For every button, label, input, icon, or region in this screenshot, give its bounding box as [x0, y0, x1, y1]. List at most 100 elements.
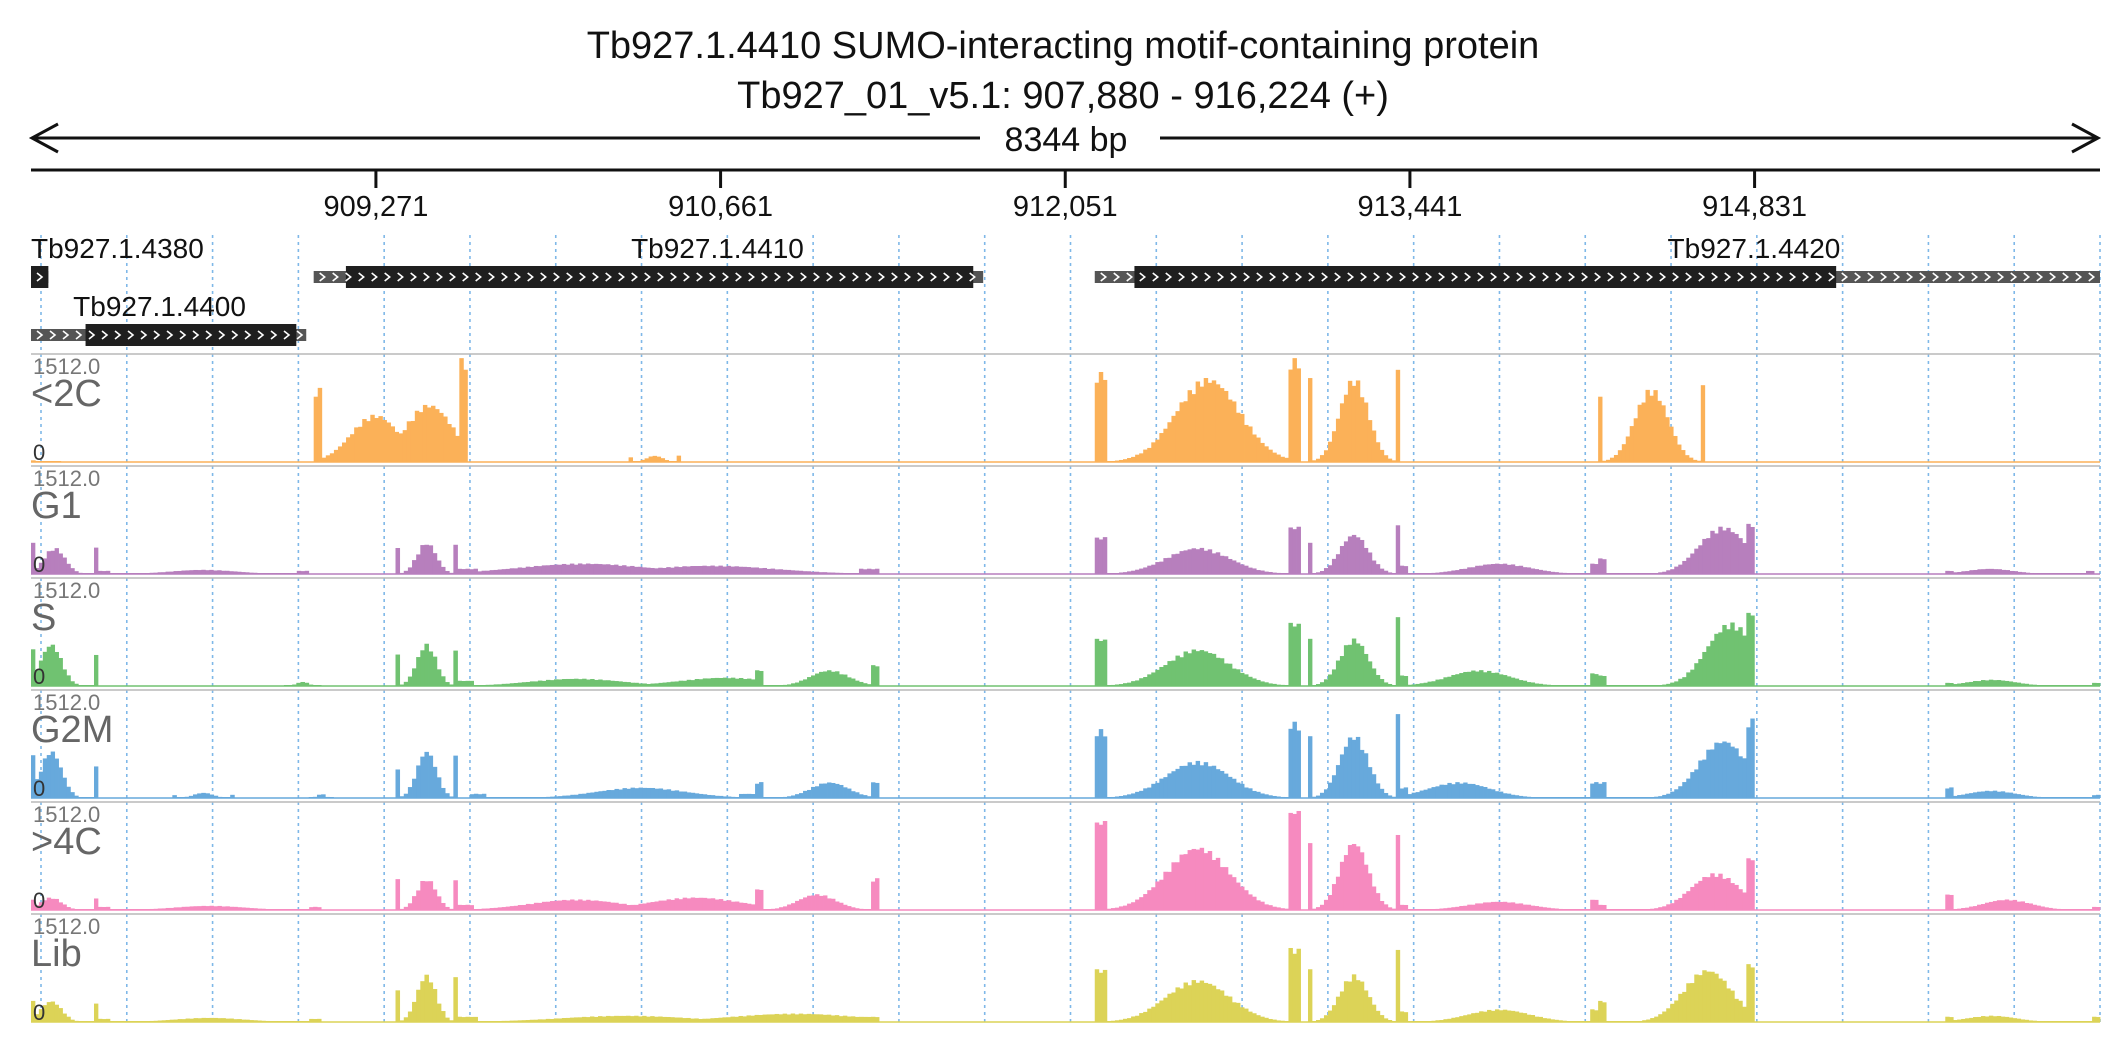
coverage-bar	[1734, 748, 1739, 798]
coverage-bar	[399, 1020, 405, 1022]
coverage-bar	[457, 568, 462, 574]
coverage-bar	[2036, 685, 2041, 686]
coverage-bar	[594, 791, 599, 798]
coverage-bar	[827, 670, 832, 686]
coverage-bar	[1506, 564, 1512, 574]
coverage-bar	[1996, 680, 2002, 686]
coverage-bar	[129, 1021, 135, 1022]
coverage-bar	[321, 794, 326, 798]
coverage-bar	[1363, 990, 1369, 1022]
coverage-bar	[1621, 444, 1627, 462]
coverage-bar	[746, 1015, 751, 1022]
coverage-bar	[1498, 901, 1504, 910]
strand-chevron	[1295, 272, 1303, 282]
coverage-bar	[101, 906, 107, 910]
coverage-bar	[1147, 447, 1152, 462]
coverage-bar	[654, 788, 660, 798]
coverage-bar	[1110, 1020, 1116, 1022]
coverage-bar	[410, 420, 416, 462]
coverage-bar	[1191, 848, 1197, 910]
coverage-bar	[1690, 772, 1695, 798]
coverage-bar	[265, 1020, 270, 1022]
coverage-bar	[1252, 434, 1257, 462]
coverage-bar	[1734, 884, 1739, 910]
coverage-bar	[1678, 897, 1683, 910]
coverage-bar	[714, 795, 720, 798]
coverage-bar	[1351, 534, 1357, 574]
strand-chevron	[319, 272, 326, 282]
coverage-bar	[312, 685, 318, 686]
coverage-bar	[1650, 573, 1655, 574]
coverage-bar	[1139, 568, 1144, 574]
coverage-bar	[1471, 1013, 1476, 1022]
coverage-bar	[1155, 881, 1160, 910]
coverage-bar	[1127, 682, 1132, 686]
coverage-bar	[554, 796, 559, 798]
coverage-bar	[1677, 444, 1682, 462]
coverage-bar	[1391, 573, 1397, 574]
coverage-bar	[1685, 455, 1690, 462]
coverage-bar	[1187, 850, 1193, 910]
coverage-bar	[346, 437, 351, 462]
coverage-bar	[2096, 682, 2101, 686]
coverage-bar	[1658, 796, 1663, 798]
coverage-bar	[867, 909, 872, 910]
coverage-bar	[1343, 746, 1349, 798]
coverage-bar	[1610, 685, 1615, 686]
coverage-bar	[1187, 762, 1193, 798]
coverage-bar	[794, 1014, 800, 1022]
coverage-bar	[189, 570, 194, 574]
coverage-bar	[823, 783, 828, 798]
coverage-bar	[549, 680, 555, 686]
coverage-bar	[654, 568, 659, 574]
coverage-bar	[1718, 873, 1723, 910]
coverage-bar	[1602, 1002, 1607, 1022]
coverage-bar	[610, 565, 615, 574]
coverage-bar	[412, 896, 417, 910]
coverage-bar	[217, 1018, 222, 1022]
coverage-bar	[457, 680, 462, 686]
coverage-bar	[497, 1021, 503, 1022]
coverage-bar	[1526, 796, 1532, 798]
strand-chevron	[1893, 272, 1901, 282]
coverage-bar	[217, 796, 223, 798]
coverage-bar	[149, 572, 155, 574]
coverage-bar	[1670, 682, 1675, 686]
coverage-bar	[662, 1016, 667, 1022]
coverage-bar	[418, 412, 424, 462]
coverage-bar	[362, 419, 367, 462]
coverage-bar	[161, 1020, 167, 1022]
coverage-bar	[281, 909, 286, 910]
coverage-bar	[2024, 902, 2029, 910]
coverage-bar	[1435, 572, 1440, 574]
coverage-bar	[2060, 909, 2065, 910]
coverage-bar	[1155, 1003, 1160, 1022]
coverage-bar	[461, 1017, 466, 1022]
coverage-bar	[1686, 891, 1691, 910]
strand-chevron	[2049, 272, 2057, 282]
coverage-bar	[1602, 675, 1607, 686]
coverage-bar	[97, 570, 103, 574]
coverage-bar	[549, 1019, 555, 1022]
coverage-bar	[1236, 1002, 1241, 1022]
coverage-bar	[237, 571, 242, 574]
coverage-bar	[2032, 684, 2037, 686]
strand-chevron	[969, 272, 976, 282]
coverage-bar	[1311, 460, 1317, 462]
coverage-bar	[1730, 883, 1735, 910]
coverage-bar	[399, 684, 405, 686]
coverage-bar	[1510, 902, 1516, 910]
coverage-bar	[370, 414, 375, 462]
coverage-bar	[722, 900, 728, 910]
coverage-bar	[1487, 788, 1492, 798]
coverage-bar	[1586, 797, 1591, 798]
coverage-bar	[209, 794, 215, 798]
coverage-bar	[1375, 783, 1381, 798]
strand-chevron	[1269, 272, 1277, 282]
coverage-bar	[1949, 787, 1954, 798]
coverage-bar	[66, 675, 71, 686]
coverage-bar	[1327, 441, 1333, 462]
coverage-bar	[770, 1014, 776, 1022]
coverage-bar	[2080, 685, 2085, 686]
coverage-bar	[1407, 909, 1413, 910]
